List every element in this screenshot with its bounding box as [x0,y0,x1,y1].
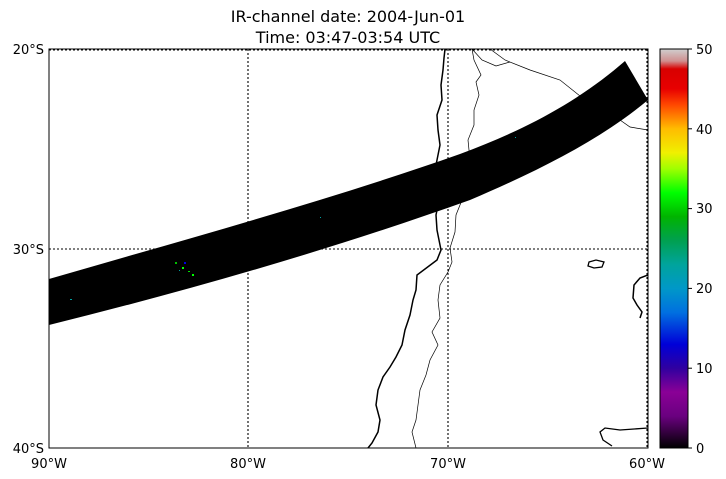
title-date: IR-channel date: 2004-Jun-01 [230,7,466,26]
coastline-east [632,274,648,319]
colorbar-label: 30 [696,202,713,217]
lon-label: 80°W [230,457,266,472]
lat-labels: 20°S 30°S 40°S [13,43,44,457]
lagoon-outline [587,259,605,269]
border-bolivia [471,49,511,67]
map-frame [48,48,649,449]
lat-label: 40°S [13,442,44,457]
lon-label: 90°W [31,457,67,472]
colorbar-label: 40 [696,123,713,138]
lat-label: 30°S [13,243,44,258]
title-time: Time: 03:47-03:54 UTC [255,28,441,47]
lon-label: 60°W [629,457,665,472]
gridlines [49,49,648,448]
border-chile-argentina [411,49,482,448]
coastline-east-south [599,427,648,447]
colorbar-label: 20 [696,282,713,297]
precipitation-pixels [70,137,516,300]
colorbar-label: 0 [696,442,704,457]
colorbar [659,48,689,449]
lon-labels: 90°W 80°W 70°W 60°W [31,457,665,472]
colorbar-ticks [688,48,692,449]
colorbar-label: 10 [696,362,713,377]
coastline-west [367,49,446,448]
colorbar-label: 50 [696,43,713,58]
lon-label: 70°W [430,457,466,472]
satellite-swath [49,61,648,325]
colorbar-labels: 0 10 20 30 40 50 [696,43,713,457]
lat-label: 20°S [13,43,44,58]
border-argentina-paraguay [489,49,648,131]
